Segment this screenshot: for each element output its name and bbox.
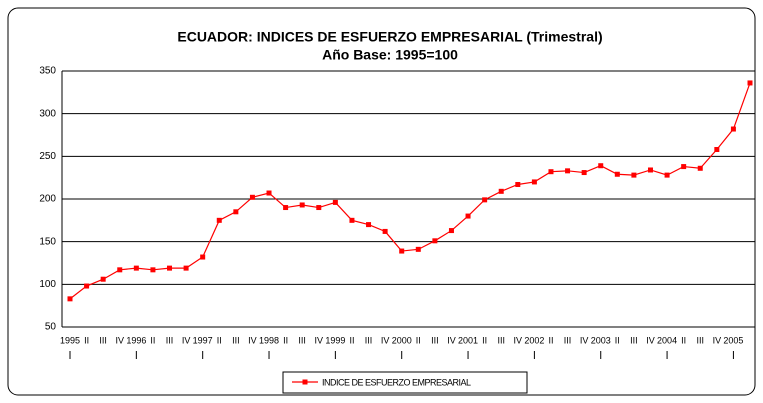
- legend-box: [282, 371, 528, 394]
- x-tick-label: II: [416, 335, 421, 345]
- data-point: [482, 197, 488, 203]
- data-point: [498, 188, 504, 194]
- data-point: [598, 163, 604, 169]
- data-point: [67, 296, 73, 302]
- data-point: [697, 165, 703, 171]
- data-point: [183, 265, 189, 271]
- data-point: [747, 80, 753, 86]
- series-line: [69, 82, 751, 300]
- x-tick-label: IV: [182, 335, 191, 345]
- x-tick-label: III: [365, 335, 373, 345]
- chart-frame: [7, 7, 756, 396]
- x-tick-label: III: [232, 335, 240, 345]
- x-tick-label: IV: [315, 335, 324, 345]
- x-tick-label: IV: [115, 335, 124, 345]
- data-point: [714, 147, 720, 153]
- data-point: [531, 179, 537, 185]
- data-point: [565, 168, 571, 174]
- chart-title: ECUADOR: INDICES DE ESFUERZO EMPRESARIAL…: [177, 29, 602, 45]
- x-tick-label: III: [431, 335, 439, 345]
- data-point: [515, 181, 521, 187]
- data-point: [399, 248, 405, 254]
- x-tick-label: 1995: [60, 335, 80, 345]
- data-point: [664, 172, 670, 178]
- x-tick-label: 2002: [524, 335, 544, 345]
- x-tick-label: IV: [580, 335, 589, 345]
- data-point: [216, 217, 222, 223]
- y-tick-label: 350: [39, 66, 56, 77]
- x-tick-label: IV: [248, 335, 257, 345]
- x-tick-label: III: [99, 335, 107, 345]
- x-tick-label: 1998: [259, 335, 279, 345]
- data-point: [581, 170, 587, 176]
- x-tick-label: IV: [646, 335, 655, 345]
- y-tick-label: 200: [39, 194, 56, 205]
- data-point: [283, 205, 289, 211]
- data-point: [548, 169, 554, 175]
- data-point: [366, 222, 372, 228]
- data-point: [150, 267, 156, 273]
- data-point: [117, 267, 123, 273]
- x-tick-label: III: [630, 335, 638, 345]
- x-tick-label: II: [681, 335, 686, 345]
- x-tick-label: IV: [514, 335, 523, 345]
- x-tick-label: III: [166, 335, 174, 345]
- x-tick-label: III: [564, 335, 572, 345]
- data-point: [614, 171, 620, 177]
- data-point: [332, 199, 338, 205]
- x-tick-label: 1999: [325, 335, 345, 345]
- x-tick-label: 2001: [458, 335, 478, 345]
- data-point: [432, 238, 438, 244]
- data-point: [316, 205, 322, 211]
- data-point: [681, 164, 687, 170]
- x-tick-label: 2005: [723, 335, 743, 345]
- x-tick-label: II: [349, 335, 354, 345]
- x-tick-label: IV: [713, 335, 722, 345]
- data-point: [100, 276, 106, 282]
- data-point: [249, 194, 255, 200]
- x-tick-label: 2004: [657, 335, 677, 345]
- y-tick-label: 250: [39, 151, 56, 162]
- x-tick-label: II: [84, 335, 89, 345]
- x-tick-label: 1997: [193, 335, 213, 345]
- chart-subtitle: Año Base: 1995=100: [322, 47, 458, 63]
- data-point: [233, 209, 239, 215]
- data-point: [647, 167, 653, 173]
- y-tick-label: 100: [39, 279, 56, 290]
- data-point: [448, 228, 454, 234]
- x-tick-label: II: [615, 335, 620, 345]
- x-tick-label: 2003: [591, 335, 611, 345]
- x-tick-label: II: [548, 335, 553, 345]
- x-tick-label: 2000: [392, 335, 412, 345]
- x-tick-label: 1996: [126, 335, 146, 345]
- legend: INDICE DE ESFUERZO EMPRESARIAL: [282, 371, 528, 394]
- legend-marker: [302, 379, 308, 385]
- data-point: [631, 172, 637, 178]
- data-point: [382, 228, 388, 234]
- data-point: [730, 126, 736, 132]
- y-tick-label: 300: [39, 108, 56, 119]
- data-point: [133, 265, 139, 271]
- data-point: [266, 190, 272, 196]
- data-point: [349, 217, 355, 223]
- x-tick-label: III: [497, 335, 505, 345]
- data-point: [200, 254, 206, 260]
- y-tick-label: 150: [39, 236, 56, 247]
- x-tick-label: IV: [381, 335, 390, 345]
- data-point: [167, 265, 173, 271]
- data-point: [299, 202, 305, 208]
- x-tick-label: II: [217, 335, 222, 345]
- y-tick-label: 50: [45, 322, 57, 333]
- x-tick-label: III: [298, 335, 306, 345]
- x-tick-label: II: [150, 335, 155, 345]
- legend-label: INDICE DE ESFUERZO EMPRESARIAL: [322, 377, 471, 387]
- x-tick-label: II: [283, 335, 288, 345]
- x-tick-label: IV: [447, 335, 456, 345]
- data-point: [465, 213, 471, 219]
- x-tick-label: III: [696, 335, 704, 345]
- data-point: [84, 283, 90, 289]
- data-point: [415, 246, 421, 252]
- x-tick-label: II: [482, 335, 487, 345]
